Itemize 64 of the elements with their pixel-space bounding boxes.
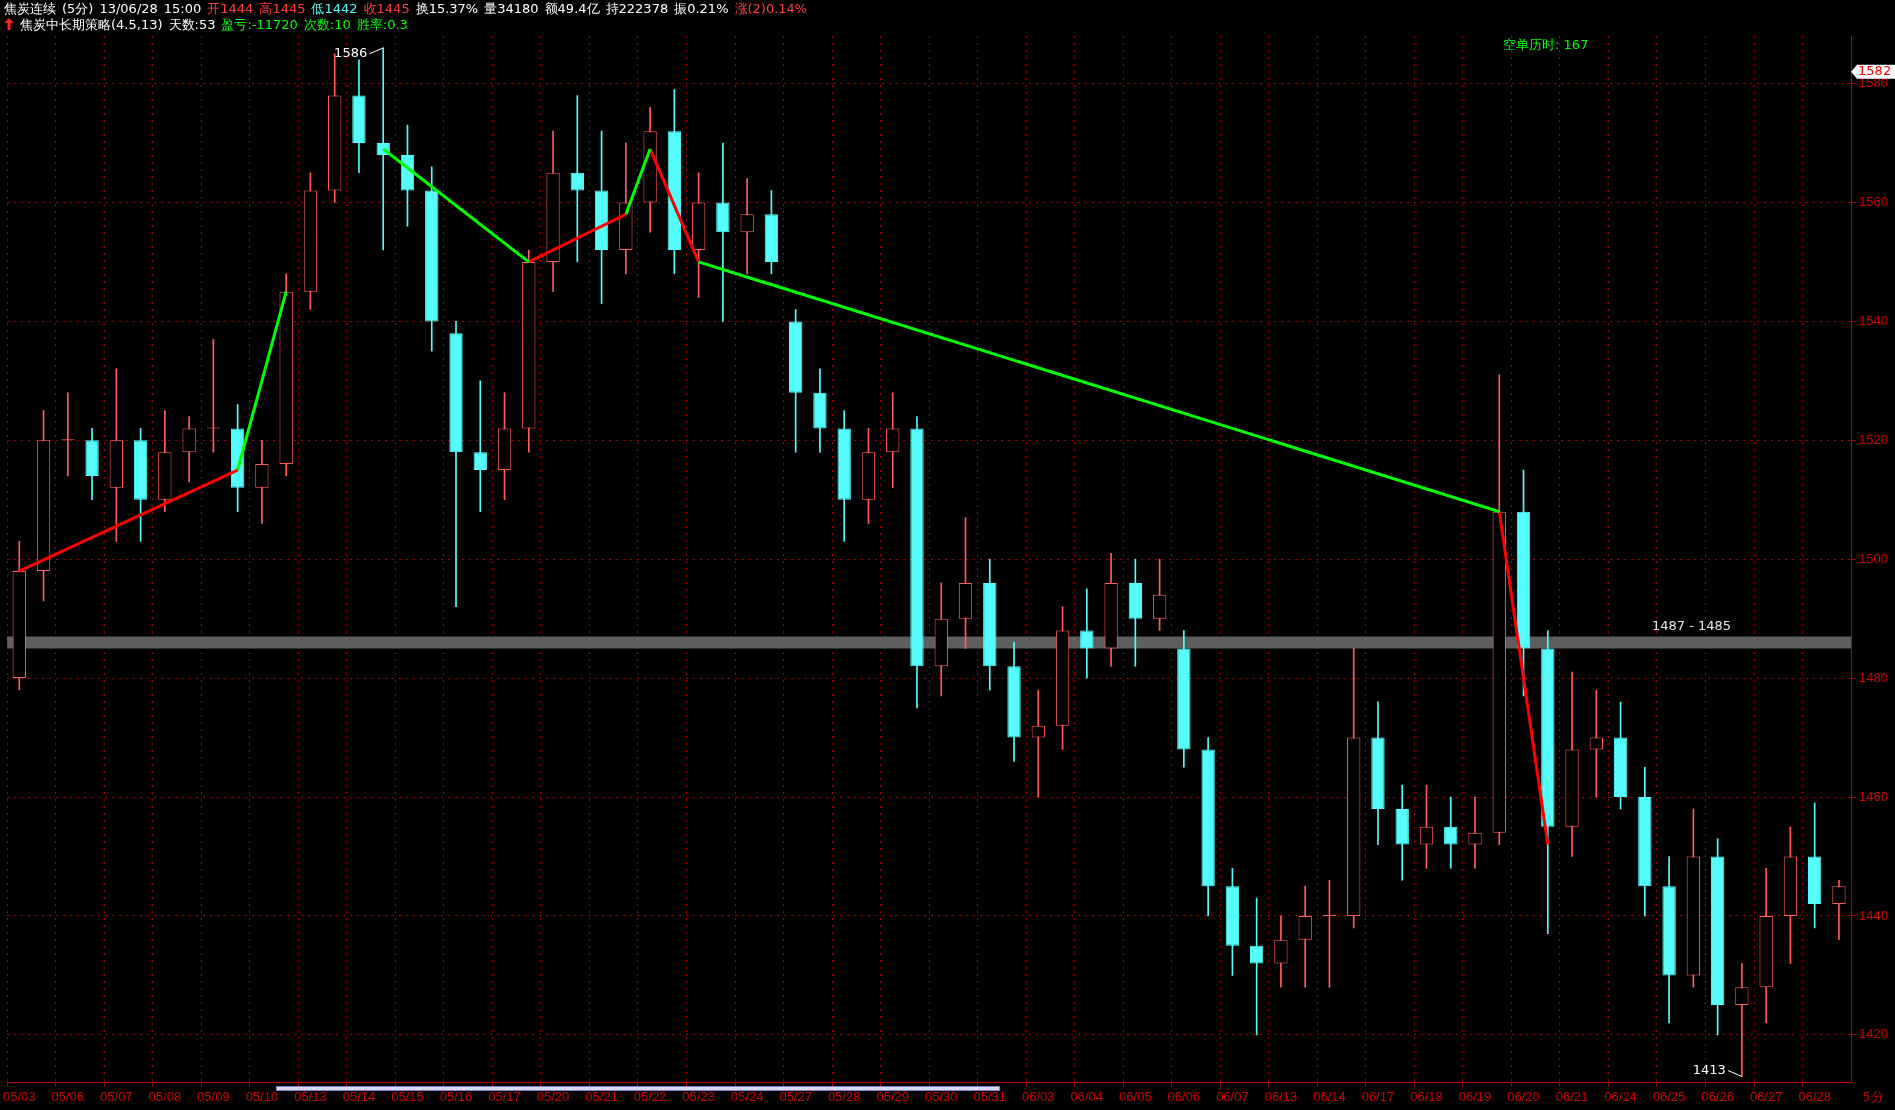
annotation: 空单历时: 167 — [1503, 37, 1589, 53]
y-tick-label: 1460 — [1859, 788, 1888, 804]
x-tick-label: 05/17 — [488, 1088, 521, 1104]
candlestick — [473, 380, 487, 512]
x-tick-label: 05/03 — [3, 1088, 36, 1104]
x-tick-label: 05/16 — [439, 1088, 473, 1104]
x-tick-label: 05/06 — [51, 1088, 85, 1104]
x-tick-label: 06/04 — [1070, 1088, 1104, 1104]
x-tick-label: 06/18 — [1410, 1088, 1443, 1104]
text: 5分 — [1862, 1088, 1884, 1104]
x-tick-label: 06/27 — [1749, 1088, 1783, 1104]
y-tick-label: 1520 — [1859, 431, 1888, 447]
x-tick-label: 05/29 — [876, 1088, 909, 1104]
candlestick — [740, 178, 754, 275]
candlestick — [1468, 796, 1482, 869]
x-tick-label: 05/22 — [633, 1088, 667, 1104]
x-tick-label: 05/27 — [779, 1088, 812, 1104]
x-tick-label: 06/26 — [1701, 1088, 1734, 1104]
candlestick — [716, 142, 730, 322]
chart-title: 焦炭连续 (5分) 13/06/28 15:00 开1444 高1445 低1442 收1445 换15.37% 量34180 额49.4亿 持222378 振0.21% 涨(2)0.14% — [4, 1, 808, 16]
x-tick-label: 05/09 — [197, 1088, 230, 1104]
annotation: 1413 — [1692, 1061, 1726, 1077]
annotation: 1586 — [334, 45, 368, 61]
y-tick-label: 1440 — [1859, 907, 1888, 923]
x-tick-label: 05/24 — [730, 1088, 764, 1104]
y-tick-label: 1500 — [1859, 550, 1888, 566]
x-tick-label: 06/28 — [1798, 1088, 1831, 1104]
candlestick — [570, 95, 584, 263]
y-tick-label: 1480 — [1859, 669, 1888, 685]
y-tick-label: 1560 — [1859, 194, 1888, 210]
x-tick-label: 05/15 — [391, 1088, 424, 1104]
x-tick-label: 05/21 — [585, 1088, 618, 1104]
band-label: 1487 - 1485 — [1651, 618, 1732, 634]
candlestick — [1031, 689, 1045, 798]
x-tick-label: 05/10 — [245, 1088, 279, 1104]
x-tick-label: 06/25 — [1652, 1088, 1686, 1104]
x-tick-label: 05/20 — [536, 1088, 570, 1104]
x-tick-label: 06/14 — [1313, 1088, 1346, 1104]
x-tick-label: 05/07 — [100, 1088, 133, 1104]
x-tick-label: 05/08 — [148, 1088, 182, 1104]
x-tick-label: 06/19 — [1458, 1088, 1492, 1104]
x-tick-label: 06/07 — [1216, 1088, 1249, 1104]
x-tick-label: 06/17 — [1361, 1088, 1395, 1104]
x-tick-label: 06/05 — [1119, 1088, 1152, 1104]
chart-subtitle: 焦炭中长期策略(4.5,13) 天数:53 盈亏:-11720 次数:10 胜率:0.3 — [20, 17, 408, 32]
x-tick-label: 05/31 — [973, 1088, 1007, 1104]
x-tick-label: 06/24 — [1604, 1088, 1637, 1104]
y-tick-label: 1540 — [1859, 312, 1888, 328]
x-tick-label: 05/23 — [682, 1088, 715, 1104]
candlestick — [1298, 885, 1312, 988]
x-tick-label: 06/13 — [1264, 1088, 1298, 1104]
y-tick-label: 1420 — [1859, 1026, 1888, 1042]
candlestick — [1080, 588, 1094, 679]
x-tick-label: 05/28 — [827, 1088, 861, 1104]
x-tick-label: 05/14 — [342, 1088, 376, 1104]
x-tick-label: 06/03 — [1022, 1088, 1055, 1104]
x-tick-label: 06/21 — [1555, 1088, 1589, 1104]
candlestick — [886, 392, 900, 489]
candlestick — [1735, 963, 1749, 1077]
candlestick — [1444, 796, 1458, 869]
x-tick-label: 05/13 — [294, 1088, 327, 1104]
x-tick-label: 06/20 — [1507, 1088, 1540, 1104]
x-tick-label: 05/30 — [924, 1088, 958, 1104]
x-tick-label: 06/06 — [1167, 1088, 1201, 1104]
